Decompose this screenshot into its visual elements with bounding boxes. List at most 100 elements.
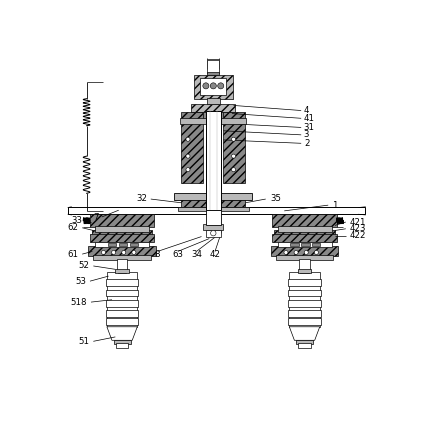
Bar [181, 112, 203, 183]
Text: 8: 8 [155, 249, 160, 259]
Circle shape [186, 167, 190, 172]
Circle shape [102, 250, 106, 254]
Bar [118, 270, 126, 273]
Bar [191, 104, 235, 112]
Bar [299, 259, 310, 271]
Bar [129, 243, 138, 246]
Bar [106, 300, 138, 307]
Bar [290, 243, 299, 246]
Bar [119, 243, 127, 246]
Bar [106, 290, 138, 296]
Bar [278, 241, 332, 247]
Circle shape [132, 250, 136, 254]
Text: 422: 422 [349, 231, 366, 240]
Bar [203, 112, 223, 122]
Bar [95, 241, 149, 247]
Text: 3: 3 [304, 130, 310, 140]
Circle shape [203, 83, 209, 89]
Bar [300, 270, 309, 273]
Circle shape [294, 250, 298, 254]
Bar [278, 226, 332, 232]
Text: 423: 423 [349, 224, 366, 233]
Bar [106, 310, 138, 317]
Bar [207, 72, 219, 75]
Text: 4: 4 [304, 106, 310, 115]
Bar [206, 110, 221, 210]
Bar [115, 269, 129, 273]
Bar [114, 340, 130, 344]
Bar [195, 112, 232, 122]
Bar [106, 319, 138, 325]
Bar [290, 272, 320, 327]
Bar [272, 214, 337, 227]
Circle shape [186, 154, 190, 158]
Bar [90, 214, 154, 227]
Circle shape [218, 83, 224, 89]
Text: 35: 35 [270, 194, 281, 203]
Bar [207, 97, 220, 104]
Bar [276, 255, 333, 260]
Bar [271, 246, 338, 256]
Bar [312, 243, 320, 246]
Text: 63: 63 [173, 249, 184, 259]
Bar [288, 310, 321, 317]
Text: 62: 62 [67, 223, 78, 232]
Bar [106, 280, 138, 286]
Circle shape [232, 154, 235, 158]
Bar [108, 243, 116, 246]
Bar [178, 207, 249, 211]
Polygon shape [290, 327, 320, 340]
Circle shape [122, 250, 126, 254]
Bar [223, 112, 245, 183]
Bar [174, 193, 252, 200]
Circle shape [211, 230, 216, 236]
Circle shape [232, 167, 235, 172]
Bar [288, 280, 321, 286]
Bar [299, 343, 310, 348]
Text: 518: 518 [71, 298, 87, 307]
Circle shape [284, 250, 288, 254]
Text: 7: 7 [93, 213, 99, 222]
Circle shape [232, 137, 235, 141]
Bar [90, 234, 154, 242]
Bar [201, 78, 226, 95]
Text: 2: 2 [304, 139, 310, 148]
Text: 34: 34 [191, 249, 202, 259]
Circle shape [112, 250, 116, 254]
Bar [272, 234, 337, 242]
Text: 61: 61 [67, 249, 78, 259]
Bar [206, 210, 221, 225]
Text: 51: 51 [78, 338, 89, 346]
Text: 52: 52 [78, 261, 89, 271]
Bar [296, 340, 313, 344]
Bar [274, 230, 335, 234]
Text: 41: 41 [304, 114, 315, 123]
Bar [117, 259, 127, 271]
Bar [194, 75, 233, 99]
Bar [288, 319, 321, 325]
Text: 1: 1 [331, 201, 337, 210]
Circle shape [186, 137, 190, 141]
Bar [116, 343, 128, 348]
Bar [207, 60, 219, 74]
Circle shape [210, 83, 216, 89]
Text: 53: 53 [75, 277, 86, 286]
Text: 33: 33 [72, 216, 82, 225]
Text: 42: 42 [210, 249, 221, 259]
Bar [181, 199, 245, 207]
Bar [298, 269, 311, 273]
Text: 32: 32 [136, 194, 147, 203]
Bar [180, 118, 246, 124]
Bar [203, 225, 223, 230]
Bar [288, 290, 321, 296]
Circle shape [314, 250, 318, 254]
Text: 421: 421 [349, 218, 366, 226]
Bar [68, 207, 365, 214]
Bar [288, 300, 321, 307]
Bar [301, 243, 310, 246]
Polygon shape [107, 327, 137, 340]
Bar [107, 272, 137, 327]
Circle shape [304, 250, 308, 254]
Bar [88, 246, 156, 256]
Bar [93, 255, 151, 260]
